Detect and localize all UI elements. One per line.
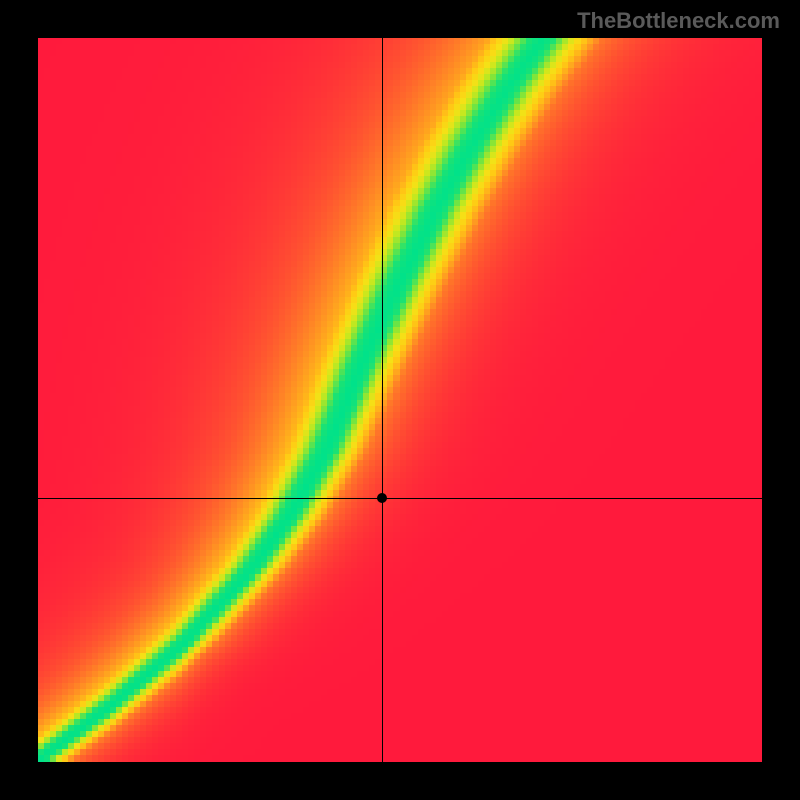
crosshair-horizontal [38,498,762,499]
watermark-text: TheBottleneck.com [577,8,780,34]
heatmap-chart [38,38,762,762]
crosshair-marker [377,493,387,503]
heatmap-canvas [38,38,762,762]
crosshair-vertical [382,38,383,762]
